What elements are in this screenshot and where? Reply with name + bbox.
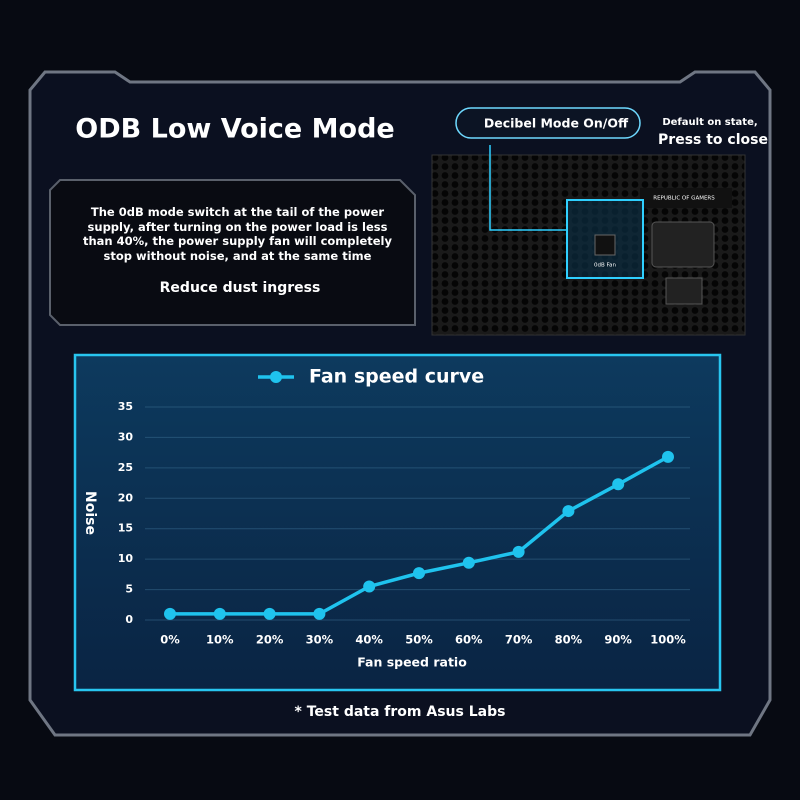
description: The 0dB mode switch at the tail of the p… xyxy=(82,205,392,263)
point xyxy=(313,607,326,620)
point xyxy=(164,607,176,620)
callout-note: Default on state, xyxy=(662,117,757,128)
chart-panel xyxy=(73,353,722,692)
footnote: * Test data from Asus Labs xyxy=(295,704,506,720)
point xyxy=(413,567,425,580)
x-tick-label: 10% xyxy=(206,633,234,647)
y-tick-label: 25 xyxy=(118,461,133,474)
x-tick-label: 90% xyxy=(604,633,632,647)
connector xyxy=(489,145,567,231)
x-tick-label: 40% xyxy=(355,633,383,647)
info-box xyxy=(49,179,416,326)
x-tick-label: 50% xyxy=(405,633,433,647)
point xyxy=(612,478,625,491)
legend-label: Fan speed curve xyxy=(309,366,484,388)
y-tick-label: 15 xyxy=(118,522,133,535)
y-tick-label: 20 xyxy=(118,491,134,504)
y-tick-label: 5 xyxy=(125,583,133,596)
x-tick-label: 70% xyxy=(505,633,533,647)
point xyxy=(213,607,226,620)
point xyxy=(662,450,674,463)
benefit: Reduce dust ingress xyxy=(160,280,321,296)
y-tick-label: 0 xyxy=(125,613,133,626)
power-switch xyxy=(665,277,703,305)
point xyxy=(512,545,525,558)
point xyxy=(363,580,376,593)
x-tick-label: 30% xyxy=(306,633,334,647)
callout-pill xyxy=(455,107,641,139)
title: ODB Low Voice Mode xyxy=(75,114,394,145)
x-tick-label: 60% xyxy=(455,633,483,647)
odb-button xyxy=(594,234,616,256)
y-tick-label: 30 xyxy=(118,430,134,443)
x-tick-label: 100% xyxy=(650,633,686,647)
legend-marker xyxy=(270,371,282,383)
switch-label: 0dB Fan xyxy=(594,263,617,269)
x-tick-label: 0% xyxy=(160,633,180,647)
x-axis-label: Fan speed ratio xyxy=(357,655,467,670)
point xyxy=(462,556,475,569)
callout-note: Press to close xyxy=(658,132,768,148)
y-axis-label: Noise xyxy=(82,491,98,535)
point xyxy=(562,505,575,518)
y-tick-label: 10 xyxy=(118,552,134,565)
x-tick-label: 80% xyxy=(555,633,583,647)
brand: REPUBLIC OF GAMERS xyxy=(653,196,715,202)
power-socket xyxy=(651,221,715,268)
x-tick-label: 20% xyxy=(256,633,284,647)
point xyxy=(263,607,276,620)
brand-plate xyxy=(640,188,732,208)
y-tick-label: 35 xyxy=(118,400,133,413)
callout-label: Decibel Mode On/Off xyxy=(484,116,629,131)
